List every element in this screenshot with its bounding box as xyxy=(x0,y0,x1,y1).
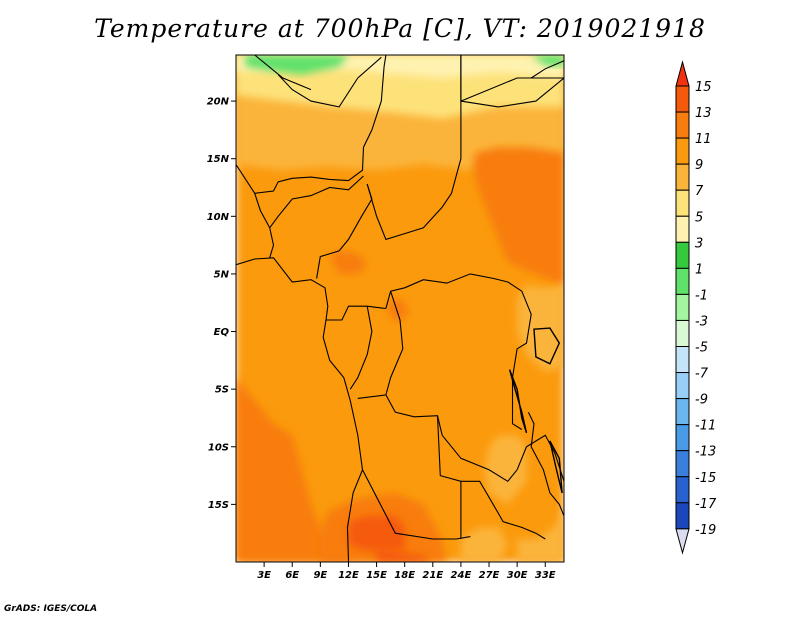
colorbar-label: -17 xyxy=(695,497,717,512)
y-tick-label: EQ xyxy=(214,327,230,338)
colorbar-swatch xyxy=(675,215,690,243)
x-tick-label: 15E xyxy=(366,570,387,581)
colorbar-swatch xyxy=(675,450,690,478)
colorbar-label: 13 xyxy=(695,106,712,121)
border-line xyxy=(530,60,564,79)
border-line xyxy=(236,55,387,194)
border-line xyxy=(254,55,312,91)
colorbar-label: 7 xyxy=(695,184,704,199)
colorbar-label: 3 xyxy=(695,236,703,251)
temperature-region xyxy=(385,297,410,323)
colorbar-label: -19 xyxy=(695,523,716,538)
colorbar-label: 5 xyxy=(695,210,703,225)
colorbar-swatch xyxy=(675,319,690,348)
colorbar-swatch xyxy=(675,85,690,113)
colorbar-swatch xyxy=(675,346,690,374)
colorbar-label: -11 xyxy=(695,419,716,434)
lake-outline xyxy=(549,440,563,494)
x-tick-label: 21E xyxy=(422,570,443,581)
colorbar-swatch xyxy=(675,476,690,504)
colorbar-swatch xyxy=(675,398,690,426)
colorbar-label: 1 xyxy=(695,262,703,277)
y-tick-label: 10S xyxy=(208,442,229,453)
border-line xyxy=(366,55,462,241)
x-tick-label: 9E xyxy=(313,570,327,581)
y-axis: 20N 15N 10N 5N EQ 5S 10S 15S xyxy=(207,97,236,511)
temperature-region xyxy=(236,377,349,562)
colorbar-swatch xyxy=(675,293,690,321)
temperature-region xyxy=(245,55,349,75)
lake-outline xyxy=(533,327,561,365)
x-tick-label: 30E xyxy=(507,570,528,581)
border-line xyxy=(385,273,508,309)
border-line xyxy=(460,480,546,540)
country-borders xyxy=(236,55,564,562)
border-line xyxy=(527,411,564,517)
x-tick-label: 6E xyxy=(285,570,299,581)
temperature-region xyxy=(473,147,564,286)
colorbar-label: 15 xyxy=(695,80,712,95)
border-line xyxy=(516,434,564,482)
border-line xyxy=(385,394,518,483)
plot-frame xyxy=(235,54,565,563)
border-line xyxy=(269,175,364,229)
colorbar-bottom-arrow xyxy=(675,528,690,555)
temperature-region xyxy=(531,55,564,67)
border-line xyxy=(277,56,382,108)
border-line xyxy=(460,55,564,108)
temperature-region xyxy=(376,544,433,562)
colorbar-swatch xyxy=(675,137,690,165)
y-tick-label: 5S xyxy=(215,385,229,396)
x-tick-label: 27E xyxy=(479,570,500,581)
y-tick-label: 15S xyxy=(208,500,229,511)
x-tick-label: 24E xyxy=(451,570,472,581)
border-line xyxy=(357,291,404,399)
temperature-region xyxy=(460,527,508,562)
colorbar-swatch xyxy=(675,241,690,269)
colorbar-label: -9 xyxy=(695,393,708,408)
border-line xyxy=(507,281,532,430)
colorbar-swatch xyxy=(675,163,690,191)
y-tick-label: 20N xyxy=(207,97,230,108)
colorbar-label: -3 xyxy=(695,314,708,329)
temperature-region xyxy=(484,435,527,505)
colorbar-label: 9 xyxy=(695,158,703,173)
grads-credit: GrADS: IGES/COLA xyxy=(4,604,98,614)
colorbar: 15 13 11 9 7 5 3 1 -1 -3 -5 -7 -9 -11 -13 -15 -17 -19 xyxy=(675,60,717,555)
y-tick-label: 10N xyxy=(207,212,230,223)
x-tick-label: 33E xyxy=(535,570,556,581)
colorbar-label: 11 xyxy=(695,132,712,147)
border-line xyxy=(460,77,564,102)
colorbar-label: -5 xyxy=(695,341,708,356)
chart-title: Temperature at 700hPa [C], VT: 201902191… xyxy=(94,14,706,43)
colorbar-swatch xyxy=(675,267,690,295)
border-line xyxy=(326,305,386,321)
colorbar-swatch xyxy=(675,111,690,139)
temperature-field xyxy=(236,55,564,562)
temperature-region xyxy=(517,504,564,562)
y-tick-label: 5N xyxy=(214,269,230,280)
border-line xyxy=(236,257,364,562)
x-tick-label: 3E xyxy=(257,570,271,581)
border-line xyxy=(349,306,373,390)
x-axis: 3E 6E 9E 12E 15E 18E 21E 24E 27E 30E 33E xyxy=(257,562,556,581)
lake-outline xyxy=(508,369,528,434)
colorbar-swatch xyxy=(675,502,690,530)
colorbar-label: -15 xyxy=(695,471,716,486)
x-tick-label: 12E xyxy=(338,570,359,581)
border-line xyxy=(436,415,462,539)
colorbar-top-arrow xyxy=(675,60,690,87)
colorbar-swatch xyxy=(675,189,690,217)
colorbar-label: -7 xyxy=(695,367,709,382)
colorbar-label: -13 xyxy=(695,445,716,460)
colorbar-label: -1 xyxy=(695,288,708,303)
y-tick-label: 15N xyxy=(207,154,230,165)
colorbar-swatch xyxy=(675,424,690,452)
colorbar-swatch xyxy=(675,372,690,400)
x-tick-label: 18E xyxy=(394,570,415,581)
temperature-region xyxy=(329,250,368,274)
